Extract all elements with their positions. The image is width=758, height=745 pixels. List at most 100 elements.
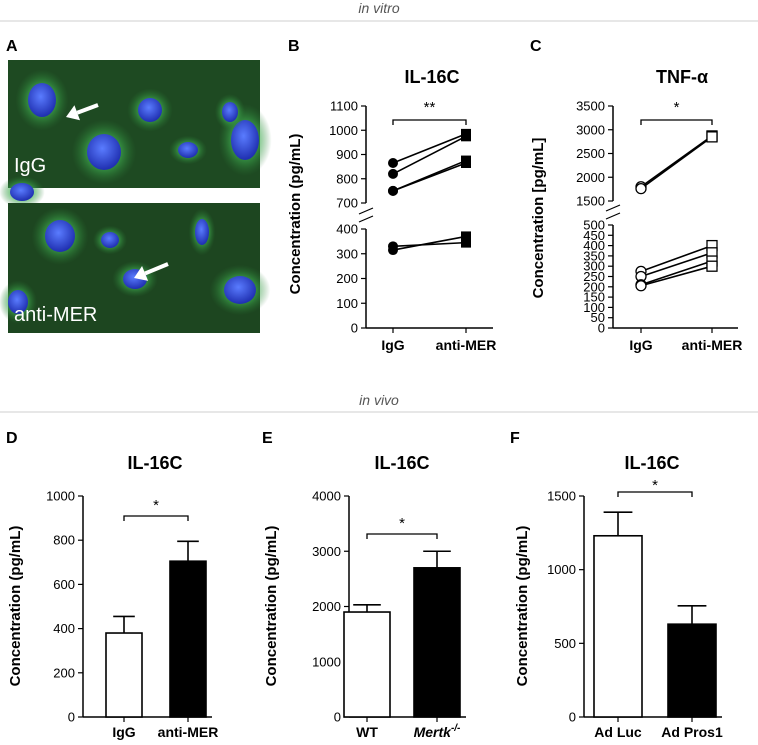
y-axis-label: Concentration (pg/mL) <box>287 134 304 295</box>
series-line <box>640 135 713 188</box>
y-axis-label: Concentration (pg/mL) <box>514 526 531 687</box>
series-line <box>640 252 713 278</box>
series-line <box>392 133 467 164</box>
significance-marker: * <box>399 515 405 532</box>
y-tick-label: 0 <box>68 710 75 725</box>
cell-nucleus <box>87 134 121 170</box>
chart-title: IL-16C <box>624 453 679 473</box>
significance-bracket <box>617 491 693 497</box>
series-line <box>392 235 467 251</box>
y-tick-label: 200 <box>583 279 605 294</box>
panel-letter-d: D <box>6 430 18 447</box>
y-tick-label: 400 <box>53 621 75 636</box>
significance-marker: * <box>674 99 680 116</box>
data-point-square <box>461 157 471 168</box>
y-tick-label: 100 <box>336 296 358 311</box>
x-tick-label: anti-MER <box>682 337 743 353</box>
y-tick-label: 50 <box>591 310 605 325</box>
chart-title: IL-16C <box>404 67 459 87</box>
bar <box>105 632 143 718</box>
y-tick-label: 0 <box>334 710 341 725</box>
x-tick-label: Ad Pros1 <box>661 724 723 740</box>
series-line <box>640 244 713 273</box>
series-line <box>392 241 467 248</box>
significance-bracket <box>640 119 713 125</box>
data-point-circle <box>635 182 647 195</box>
chart-title: IL-16C <box>374 453 429 473</box>
y-tick-label: 800 <box>336 171 358 186</box>
data-point-square <box>706 260 718 272</box>
panel-letter-e: E <box>262 430 273 447</box>
data-point-square <box>706 131 718 143</box>
panel-letter-b: B <box>288 38 300 55</box>
y-tick-label: 0 <box>351 321 358 336</box>
y-tick-label: 300 <box>336 246 358 261</box>
x-tick-label-gene: Mertk <box>414 724 453 740</box>
arrow-icon <box>76 103 99 115</box>
y-tick-label: 100 <box>583 300 605 315</box>
y-tick-label: 1000 <box>547 562 576 577</box>
cell-layer <box>0 207 271 324</box>
cell-nucleus <box>195 219 209 245</box>
y-tick-label: 2000 <box>576 170 605 185</box>
data-point-circle <box>388 157 398 168</box>
chart-il16c-mertk: IL-16C Concentration (pg/mL) 0 1000 2000 3000… <box>263 453 466 740</box>
series-line <box>640 265 713 287</box>
y-tick-label: 1500 <box>576 194 605 209</box>
y-tick-label: 1500 <box>547 489 576 504</box>
y-tick-label: 500 <box>554 636 576 651</box>
significance-bracket <box>392 119 467 125</box>
bar <box>413 567 461 718</box>
bar <box>169 560 207 718</box>
y-tick-label: 450 <box>583 228 605 243</box>
cell-nucleus <box>222 102 238 122</box>
y-tick-label: 2500 <box>576 146 605 161</box>
y-tick-label: 1100 <box>330 99 358 114</box>
series-line <box>392 162 467 192</box>
y-tick-label: 3000 <box>576 122 605 137</box>
chart-il16c-anti-mer: IL-16C Concentration (pg/mL) 0 200 400 600 800… <box>7 453 218 740</box>
y-tick-label: 0 <box>598 321 605 336</box>
x-tick-label: IgG <box>381 337 404 353</box>
cell-nucleus <box>224 276 256 304</box>
cell-nucleus <box>178 142 198 158</box>
data-point-circle <box>388 245 398 256</box>
cell-nucleus <box>101 232 119 248</box>
y-tick-label: 700 <box>336 196 358 211</box>
axis-break-mark <box>358 207 374 215</box>
x-tick-label: Ad Luc <box>594 724 642 740</box>
y-tick-label: 600 <box>53 577 75 592</box>
axis-break-mark <box>605 204 621 212</box>
y-tick-label: 250 <box>583 269 605 284</box>
y-tick-label: 3500 <box>576 99 605 114</box>
y-tick-label: 400 <box>583 238 605 253</box>
section-title-top: in vitro <box>358 0 399 16</box>
panel-letter-a: A <box>6 38 18 55</box>
bar <box>343 611 391 718</box>
x-tick-label: anti-MER <box>158 724 219 740</box>
y-tick-label: 900 <box>336 147 358 162</box>
significance-marker: ** <box>424 99 436 116</box>
arrow-icon <box>144 262 169 276</box>
panel-letter-c: C <box>530 38 542 55</box>
cell-layer <box>0 69 272 209</box>
arrowhead-icon <box>134 266 149 281</box>
x-tick-label: IgG <box>629 337 652 353</box>
y-tick-label: 350 <box>583 248 605 263</box>
cell-nucleus <box>138 98 162 122</box>
y-tick-label: 300 <box>583 259 605 274</box>
data-point-square <box>461 231 471 242</box>
x-tick-label-superscript: -/- <box>451 723 461 734</box>
y-tick-label: 200 <box>336 271 358 286</box>
y-tick-label: 800 <box>53 533 75 548</box>
y-tick-label: 0 <box>569 710 576 725</box>
x-tick-label: IgG <box>112 724 135 740</box>
y-tick-label: 1000 <box>329 123 358 138</box>
y-tick-label: 1000 <box>46 489 75 504</box>
x-tick-label: anti-MER <box>436 337 497 353</box>
cell-nucleus <box>10 183 34 201</box>
x-tick-label: Mertk-/- <box>414 723 461 740</box>
series-line <box>392 135 467 175</box>
